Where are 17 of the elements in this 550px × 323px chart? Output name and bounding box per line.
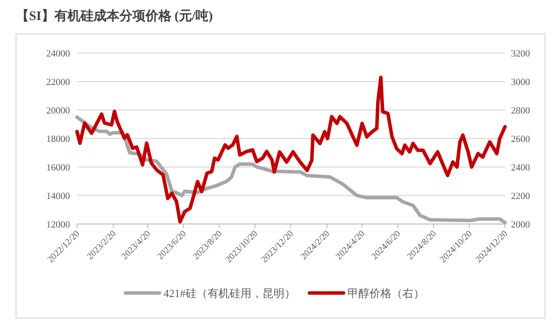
y2-tick-label: 2000 [511,220,530,230]
y-tick-label: 18000 [46,135,70,145]
y-tick-label: 12000 [46,220,70,230]
y2-tick-label: 2200 [511,192,530,202]
y-tick-label: 22000 [46,78,70,88]
chart-title: 【SI】有机硅成本分项价格 (元/吨) [16,8,213,23]
y-tick-label: 20000 [46,106,70,116]
y-tick-label: 16000 [46,164,70,174]
y2-tick-label: 2400 [511,164,530,174]
y2-tick-label: 3000 [511,78,530,88]
y2-tick-label: 3200 [511,50,530,60]
legend-label: 甲醇价格（右） [348,287,424,300]
legend-label: 421#硅（有机硅用，昆明） [164,287,296,300]
y2-tick-label: 2800 [511,106,530,116]
y-tick-label: 24000 [46,50,70,60]
y-tick-label: 14000 [46,192,70,202]
y2-tick-label: 2600 [511,135,530,145]
